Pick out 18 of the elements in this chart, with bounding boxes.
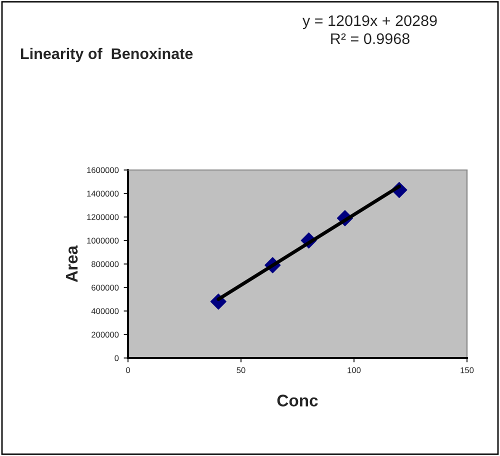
text: R² = 0.9968 [331, 33, 410, 44]
x-axis-title: Conc [277, 394, 318, 406]
x-tick-label: 0 [126, 367, 130, 374]
y-tick-label: 1000000 [87, 238, 119, 244]
chart-title: Linearity of Benoxinate [21, 48, 193, 62]
y-tick-label: 800000 [92, 261, 119, 268]
y-tick-label: 0 [114, 355, 119, 362]
x-tick-label: 50 [236, 367, 246, 374]
y-tick-label: 600000 [92, 284, 119, 291]
y-tick-label: 1600000 [87, 167, 119, 174]
y-tick-label: 400000 [91, 308, 119, 314]
y-axis-title: Area [66, 245, 78, 282]
y-tick-label: 200000 [92, 332, 119, 338]
x-tick-label: 150 [460, 367, 474, 374]
x-tick-label: 100 [348, 367, 361, 374]
text: y = 12019x + 20289 [302, 15, 437, 30]
y-tick-label: 1200000 [87, 214, 119, 220]
y-tick-label: 1400000 [87, 190, 119, 197]
